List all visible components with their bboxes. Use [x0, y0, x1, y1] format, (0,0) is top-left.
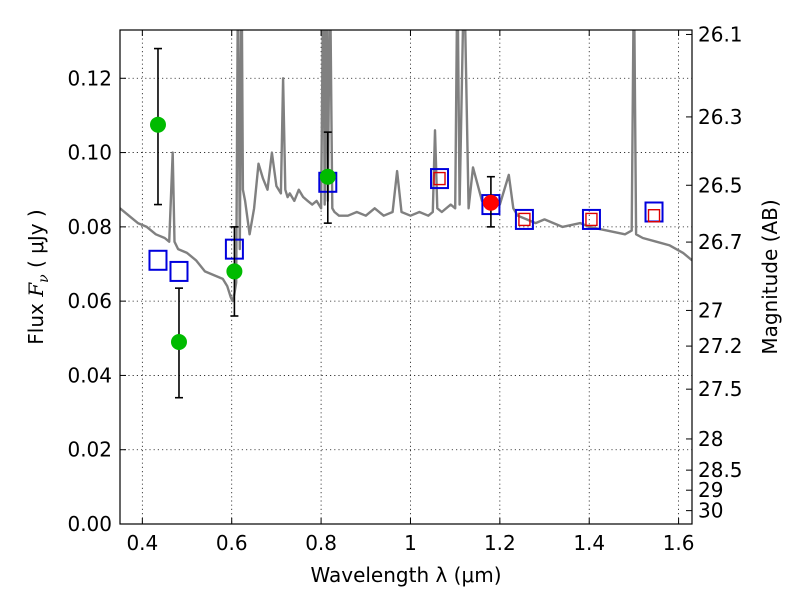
y2-axis-label: Magnitude (AB)	[758, 199, 782, 354]
y2-tick-label: 26.5	[698, 173, 743, 197]
observed-point	[319, 168, 336, 185]
y-axis-label-prefix: Flux	[24, 297, 48, 345]
observed-point	[149, 116, 166, 133]
plot-area	[120, 30, 692, 399]
y2-tick-label: 26.7	[698, 230, 743, 254]
observed-point	[482, 194, 499, 211]
model-photometry-square-inner	[585, 212, 598, 227]
y-tick-label: 0.10	[67, 141, 112, 165]
model-photometry-square	[169, 260, 189, 282]
y-tick-label: 0.02	[67, 438, 112, 462]
x-tick-label: 0.8	[305, 531, 337, 555]
x-tick-label: 1.6	[663, 531, 695, 555]
y-axis-label-unit: ( μJy )	[24, 209, 48, 274]
y-tick-label: 0.12	[67, 66, 112, 90]
plot-frame	[119, 29, 693, 525]
y2-tick-label: 26.3	[698, 105, 743, 129]
y2-tick-label: 28	[698, 427, 723, 451]
y2-tick-label: 27.2	[698, 334, 743, 358]
y-tick-label: 0.06	[67, 289, 112, 313]
model-photometry-square-inner	[647, 209, 661, 223]
model-photometry-square	[148, 249, 168, 271]
y2-tick-label: 28.5	[698, 458, 743, 482]
x-tick-label: 0.6	[216, 531, 248, 555]
x-tick-label: 1.4	[573, 531, 605, 555]
axes: 0.4 0.6 0.8 1 1.2 1.4 1.6 0.00 0.02 0.04 0.06 0.08 0…	[67, 22, 742, 555]
y-tick-label: 0.04	[67, 363, 112, 387]
model-photometry-square-inner	[518, 212, 531, 227]
model-photometry-square	[430, 168, 450, 190]
x-tick-label: 1	[404, 531, 417, 555]
y-axis-label: Flux Fν ( μJy )	[24, 209, 52, 344]
model-photometry-square-inner	[433, 171, 446, 186]
y2-tick-label: 29	[698, 478, 723, 502]
y-tick-label: 0.08	[67, 215, 112, 239]
y2-tick-label: 30	[698, 499, 723, 523]
y2-tick-label: 26.1	[698, 22, 743, 46]
x-tick-label: 0.4	[126, 531, 158, 555]
y-axis-label-symbol: F	[24, 282, 48, 298]
y2-tick-label: 27.5	[698, 377, 743, 401]
observed-point	[170, 334, 187, 350]
grid	[120, 30, 692, 525]
model-photometry-square	[514, 208, 534, 230]
model-sed-line	[120, 30, 692, 303]
observed-point	[226, 263, 243, 280]
model-photometry-square	[581, 208, 601, 230]
x-axis-label: Wavelength λ (μm)	[310, 563, 501, 587]
y-axis-label-subscript: ν	[36, 274, 52, 283]
y2-tick-label: 27	[698, 298, 723, 322]
y-tick-label: 0.00	[67, 512, 112, 536]
x-tick-label: 1.2	[484, 531, 516, 555]
